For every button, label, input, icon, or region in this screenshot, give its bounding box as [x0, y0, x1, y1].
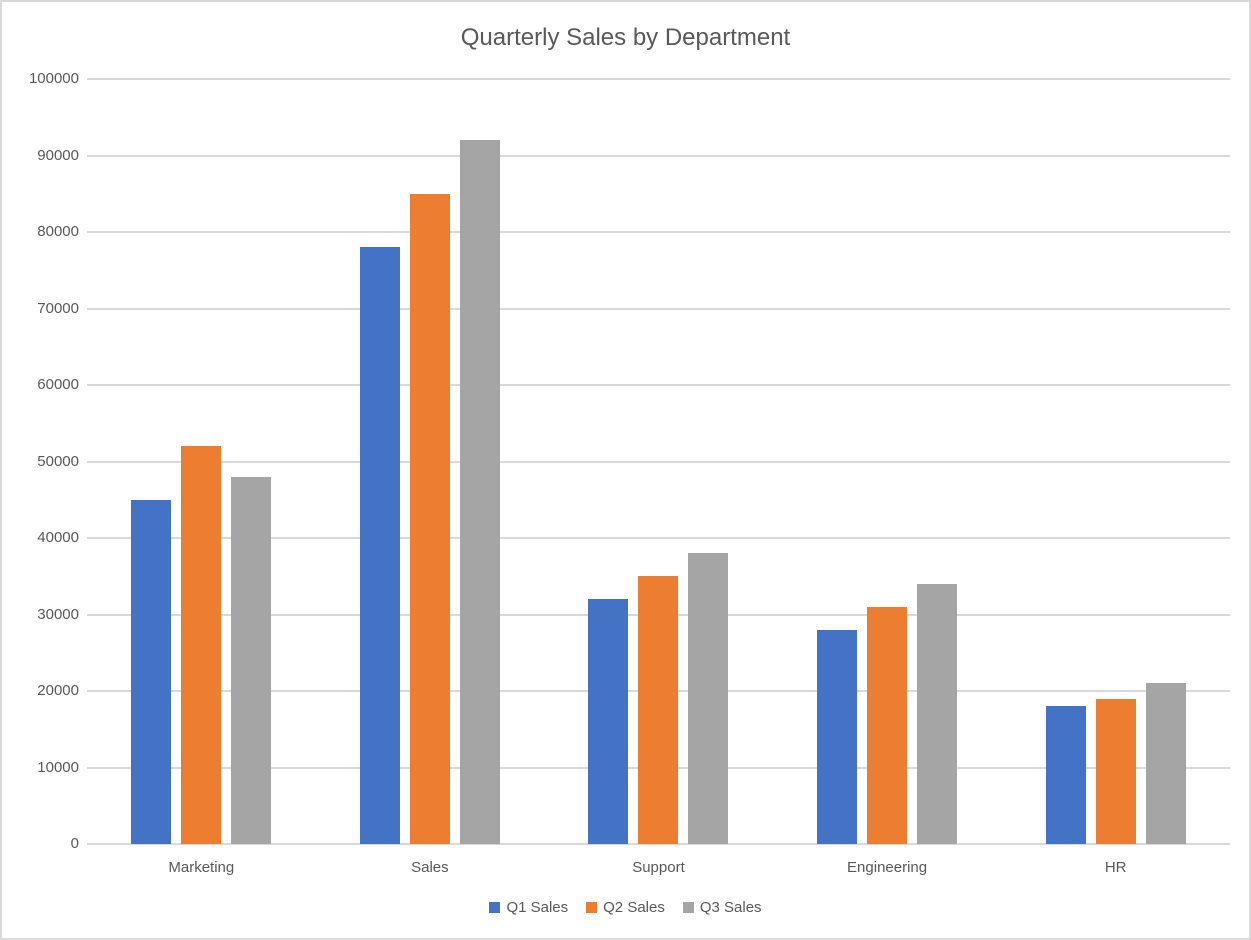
bar-group-support [588, 79, 729, 844]
x-axis-line [87, 843, 1230, 845]
y-tick-label: 70000 [37, 299, 79, 317]
y-tick-label: 30000 [37, 605, 79, 623]
bar-q1-sales-sales [359, 247, 400, 844]
legend-label: Q3 Sales [699, 899, 762, 916]
y-tick-label: 90000 [37, 146, 79, 164]
y-tick-label: 80000 [37, 223, 79, 240]
legend-item-q2-sales: Q2 Sales [586, 899, 665, 916]
bar-q3-sales-engineering [917, 584, 958, 844]
bar-group-marketing [131, 79, 272, 844]
gridline [87, 307, 1230, 310]
bar-q2-sales-hr [1095, 699, 1136, 844]
legend-item-q1-sales: Q1 Sales [489, 899, 568, 916]
bar-q2-sales-support [638, 576, 679, 844]
bar-q3-sales-sales [459, 140, 500, 844]
bar-q1-sales-engineering [817, 630, 858, 844]
legend: Q1 Sales Q2 Sales Q3 Sales [2, 899, 1249, 916]
category-column-hr [1001, 79, 1230, 844]
legend-swatch-icon [489, 902, 501, 913]
y-tick-label: 40000 [37, 529, 79, 546]
x-tick-label-marketing: Marketing [168, 859, 235, 876]
bar-groups [87, 79, 1230, 844]
gridline [87, 231, 1230, 233]
y-tick-label: 100000 [28, 70, 79, 87]
bar-q1-sales-support [588, 599, 629, 844]
plot-area [87, 78, 1230, 845]
y-tick-label: 60000 [37, 376, 79, 393]
legend-label: Q2 Sales [603, 899, 665, 916]
bar-q1-sales-marketing [131, 500, 172, 844]
category-column-support [544, 79, 773, 844]
category-column-sales [316, 79, 545, 844]
bar-q3-sales-marketing [231, 477, 272, 844]
gridline [87, 537, 1230, 539]
bar-group-engineering [817, 79, 958, 844]
x-axis: Marketing Sales Support Engineering HR [87, 859, 1230, 876]
bar-q3-sales-support [688, 553, 729, 844]
bar-group-sales [359, 79, 500, 844]
gridline [87, 460, 1230, 463]
gridline [87, 154, 1230, 157]
x-tick-label-engineering: Engineering [847, 859, 928, 876]
y-tick-label: 0 [70, 835, 79, 852]
category-column-marketing [87, 79, 316, 844]
bar-q3-sales-hr [1145, 683, 1186, 844]
legend-swatch-icon [682, 902, 694, 913]
x-tick-label-support: Support [632, 859, 685, 876]
category-column-engineering [773, 79, 1002, 844]
x-tick-label-hr: HR [1104, 859, 1127, 876]
gridline [87, 78, 1230, 80]
legend-swatch-icon [586, 902, 598, 913]
bar-q2-sales-engineering [867, 607, 908, 844]
chart-title: Quarterly Sales by Department [460, 24, 791, 51]
bar-q2-sales-sales [409, 194, 450, 844]
y-axis: 0 10000 20000 30000 40000 50000 60000 70000 8000… [2, 71, 79, 852]
bar-q2-sales-marketing [181, 446, 222, 844]
bar-group-hr [1045, 79, 1186, 844]
legend-item-q3-sales: Q3 Sales [682, 899, 762, 916]
bar-q1-sales-hr [1045, 706, 1086, 844]
gridline [87, 384, 1230, 386]
x-tick-label-sales: Sales [411, 859, 449, 876]
y-tick-label: 20000 [37, 682, 79, 699]
y-tick-label: 50000 [37, 452, 79, 470]
y-tick-label: 10000 [37, 758, 79, 776]
legend-label: Q1 Sales [506, 899, 569, 916]
